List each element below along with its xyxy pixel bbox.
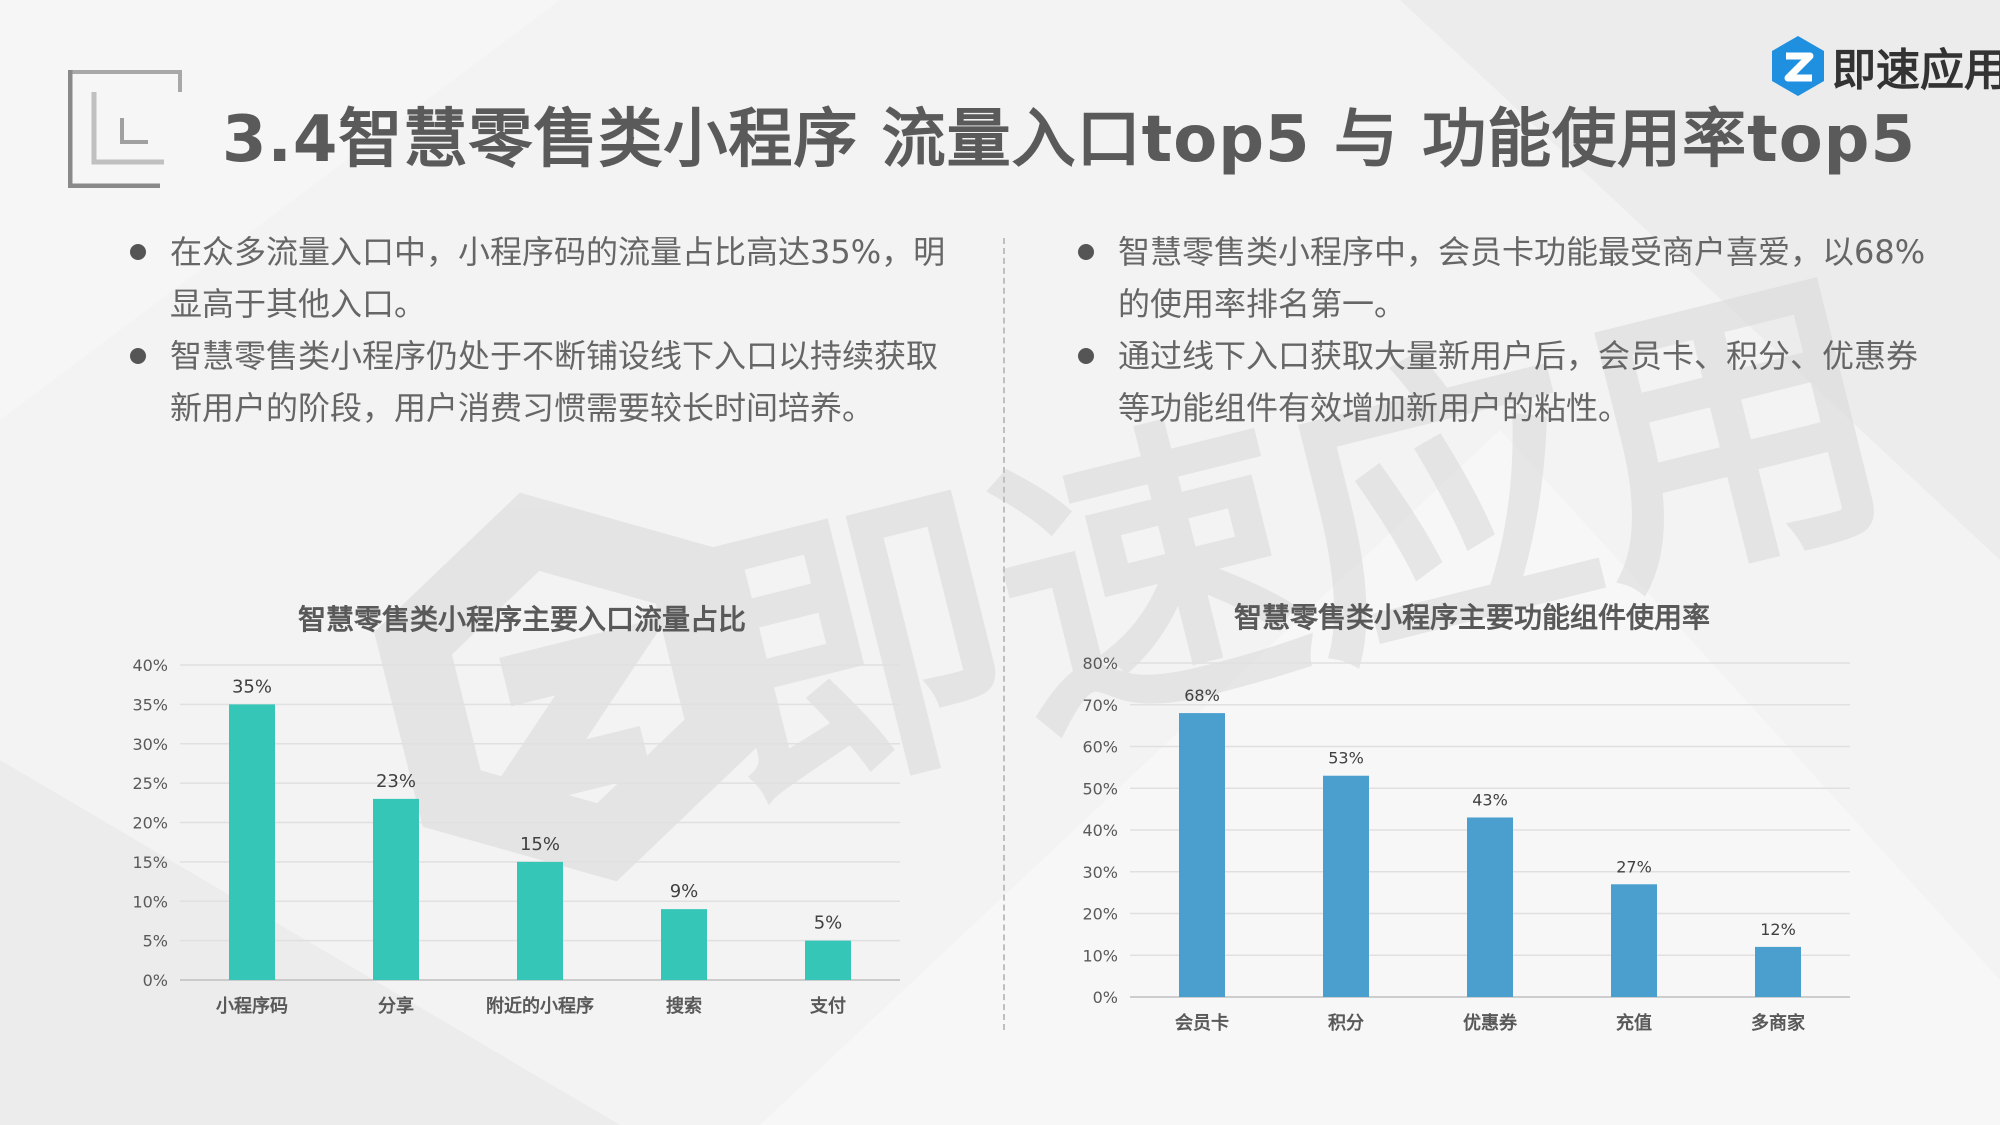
y-tick-label: 0%: [1093, 988, 1118, 1007]
x-tick-label: 充值: [1616, 1012, 1652, 1034]
x-tick-label: 分享: [378, 995, 414, 1017]
y-tick-label: 40%: [1082, 821, 1118, 840]
data-label: 35%: [232, 676, 272, 697]
y-tick-label: 80%: [1082, 654, 1118, 673]
bar: [805, 940, 851, 980]
y-tick-label: 10%: [1082, 946, 1118, 965]
data-label: 5%: [814, 913, 843, 934]
right-bullet-list: 智慧零售类小程序中，会员卡功能最受商户喜爱，以68%的使用率排名第一。 通过线下…: [1070, 226, 1930, 434]
y-tick-label: 70%: [1082, 696, 1118, 715]
data-label: 27%: [1616, 857, 1652, 876]
y-tick-label: 40%: [132, 656, 168, 675]
x-tick-label: 小程序码: [216, 995, 288, 1017]
x-tick-label: 会员卡: [1175, 1012, 1229, 1034]
data-label: 9%: [670, 881, 699, 902]
x-tick-label: 支付: [809, 995, 846, 1017]
chart-title-feature-usage: 智慧零售类小程序主要功能组件使用率: [1233, 601, 1710, 634]
page-title: 3.4智慧零售类小程序 流量入口top5 与 功能使用率top5: [222, 103, 1917, 177]
x-tick-label: 附近的小程序: [486, 995, 594, 1017]
bar: [1323, 775, 1369, 997]
data-label: 23%: [376, 771, 416, 792]
bar: [229, 704, 275, 980]
y-tick-label: 10%: [132, 892, 168, 911]
bar: [373, 798, 419, 980]
bullet-dot: [1078, 348, 1094, 364]
bar: [1755, 946, 1801, 997]
data-label: 15%: [520, 834, 560, 855]
bar: [1467, 817, 1513, 997]
y-tick-label: 5%: [143, 932, 168, 951]
bullet-dot: [130, 244, 146, 260]
x-tick-label: 多商家: [1751, 1012, 1806, 1034]
brand-logo-icon: [1772, 36, 1824, 96]
chart-title-entry-traffic: 智慧零售类小程序主要入口流量占比: [297, 603, 746, 636]
bar: [1611, 884, 1657, 997]
bullet-item: 智慧零售类小程序中，会员卡功能最受商户喜爱，以68%的使用率排名第一。: [1070, 226, 1930, 330]
y-tick-label: 30%: [132, 735, 168, 754]
bar: [517, 861, 563, 980]
y-tick-label: 60%: [1082, 738, 1118, 757]
brand-logo-text: 即速应用: [1832, 45, 2000, 96]
feature-usage-bar-chart: 0% 10% 20% 30% 40% 50% 60% 70% 80% 68% 会员卡 53% 积分 43%…: [1082, 654, 1850, 1034]
y-tick-label: 20%: [132, 814, 168, 833]
corner-frame-icon: [68, 70, 182, 188]
x-tick-label: 搜索: [666, 995, 702, 1017]
bar: [661, 909, 707, 980]
bullet-item: 在众多流量入口中，小程序码的流量占比高达35%，明显高于其他入口。: [122, 226, 952, 330]
y-tick-label: 25%: [132, 774, 168, 793]
data-label: 43%: [1472, 790, 1508, 809]
left-bullet-list: 在众多流量入口中，小程序码的流量占比高达35%，明显高于其他入口。 智慧零售类小…: [122, 226, 952, 434]
data-label: 53%: [1328, 749, 1364, 768]
data-label: 12%: [1760, 920, 1796, 939]
y-tick-label: 50%: [1082, 779, 1118, 798]
y-tick-label: 30%: [1082, 863, 1118, 882]
bullet-dot: [130, 348, 146, 364]
x-tick-label: 积分: [1328, 1013, 1364, 1034]
bullet-item: 智慧零售类小程序仍处于不断铺设线下入口以持续获取新用户的阶段，用户消费习惯需要较…: [122, 330, 952, 434]
bullet-item: 通过线下入口获取大量新用户后，会员卡、积分、优惠券等功能组件有效增加新用户的粘性…: [1070, 330, 1930, 434]
brand-logo: 即速应用: [1768, 33, 2000, 99]
data-label: 68%: [1184, 686, 1220, 705]
x-tick-label: 优惠券: [1463, 1012, 1518, 1034]
y-tick-label: 35%: [132, 695, 168, 714]
y-tick-label: 15%: [132, 853, 168, 872]
bullet-dot: [1078, 244, 1094, 260]
y-tick-label: 0%: [143, 971, 168, 990]
column-divider: [1003, 238, 1005, 1030]
entry-traffic-bar-chart: 0% 5% 10% 15% 20% 25% 30% 35% 40% 35% 小程序码 23% 分享 15%…: [132, 656, 900, 1017]
y-tick-label: 20%: [1082, 905, 1118, 924]
bar: [1179, 713, 1225, 997]
